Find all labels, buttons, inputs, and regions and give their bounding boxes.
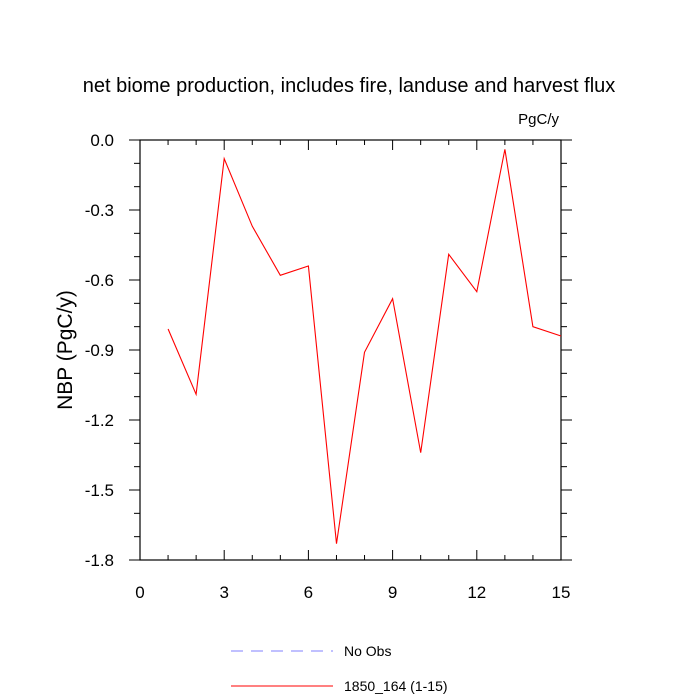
y-tick-label: -0.9 <box>85 341 114 360</box>
x-tick-label: 0 <box>135 583 144 602</box>
chart-title: net biome production, includes fire, lan… <box>83 75 616 97</box>
x-tick-label: 12 <box>467 583 486 602</box>
legend-no-obs-label: No Obs <box>344 643 391 659</box>
series-line <box>167 149 562 544</box>
plot-axes: 0 3 6 9 12 15 0.0 -0.3 -0.6 -0.9 -1.2 -1.5 -1.8 <box>85 131 572 602</box>
y-tick-label: 0.0 <box>90 131 114 150</box>
y-tick-label: -1.8 <box>85 551 114 570</box>
x-tick-label: 3 <box>219 583 228 602</box>
y-axis-label: NBP (PgC/y) <box>54 290 77 410</box>
legend: No Obs 1850_164 (1-15) <box>231 643 448 694</box>
x-tick-label: 6 <box>304 583 313 602</box>
y-tick-label: -0.3 <box>85 201 114 220</box>
plot-frame <box>139 139 562 561</box>
legend-model-label: 1850_164 (1-15) <box>344 678 448 694</box>
y-tick-label: -1.5 <box>85 481 114 500</box>
series-layer <box>167 149 562 544</box>
y-tick-label: -1.2 <box>85 411 114 430</box>
units-label: PgC/y <box>518 111 559 128</box>
x-tick-label: 9 <box>388 583 397 602</box>
y-tick-label: -0.6 <box>85 271 114 290</box>
x-tick-label: 15 <box>552 583 571 602</box>
